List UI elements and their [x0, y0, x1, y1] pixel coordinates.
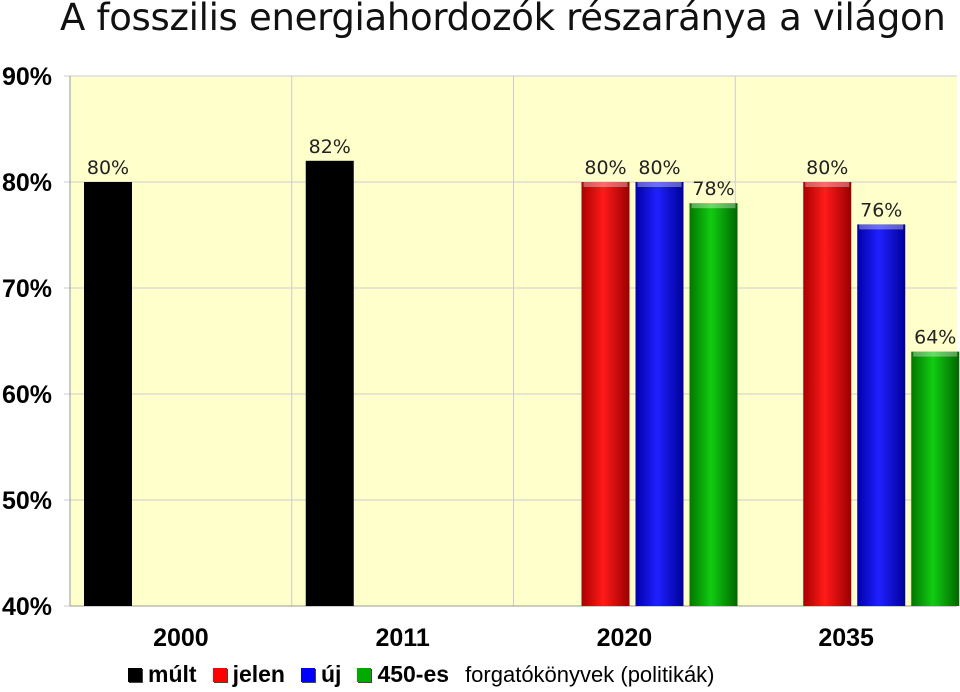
legend-swatch-jelen	[212, 667, 227, 682]
bar-mult-2000	[84, 182, 132, 606]
legend-item-mult: múlt	[128, 661, 197, 688]
bar-highlight	[583, 182, 628, 187]
x-tick-label: 2011	[376, 624, 430, 652]
data-label: 76%	[860, 199, 902, 221]
y-tick-label: 40%	[2, 593, 52, 621]
legend-item-uj: új	[300, 661, 342, 688]
legend-item-450es: 450-es	[357, 661, 449, 688]
x-tick-label: 2000	[153, 624, 209, 652]
bar-highlight	[691, 203, 736, 209]
bar-450-es-2020	[689, 203, 738, 606]
x-tick-label: 2035	[818, 624, 874, 652]
data-label: 80%	[87, 157, 129, 179]
legend-swatch-450es	[357, 667, 372, 682]
bar-uj-2020	[635, 182, 684, 606]
legend-item-jelen: jelen	[212, 661, 285, 688]
y-tick-label: 70%	[2, 275, 52, 303]
legend-label-jelen: jelen	[232, 661, 285, 687]
legend-label-uj: új	[320, 661, 342, 687]
chart-title: A fosszilis energiahordozók részaránya a…	[60, 0, 946, 39]
bar-jelen-2020	[581, 182, 630, 606]
bar-highlight	[805, 182, 850, 187]
legend-label-450es: 450-es	[377, 661, 450, 687]
y-tick-label: 60%	[2, 381, 52, 409]
y-tick-label: 80%	[2, 169, 52, 197]
data-label: 80%	[806, 157, 848, 179]
bar-450-es-2035	[911, 351, 960, 606]
legend-label-mult: múlt	[148, 661, 197, 687]
legend-caption: forgatókönyvek (politikák)	[465, 661, 715, 687]
x-tick-label: 2020	[597, 624, 653, 652]
bar-uj-2035	[857, 224, 906, 606]
legend-swatch-uj	[300, 667, 315, 682]
bar-highlight	[913, 351, 958, 357]
data-label: 82%	[309, 136, 351, 158]
bar-highlight	[637, 182, 682, 187]
data-label: 80%	[584, 157, 626, 179]
legend: múlt jelen új 450-es forgatókönyvek (pol…	[128, 661, 715, 688]
bar-highlight	[859, 224, 904, 230]
y-tick-label: 50%	[2, 487, 52, 515]
data-label: 80%	[638, 157, 680, 179]
data-label: 64%	[914, 327, 956, 349]
bar-mult-2011	[305, 160, 354, 607]
y-tick-label: 90%	[2, 63, 52, 91]
data-label: 78%	[692, 178, 734, 200]
bar-jelen-2035	[803, 182, 852, 606]
legend-swatch-mult	[128, 667, 142, 682]
